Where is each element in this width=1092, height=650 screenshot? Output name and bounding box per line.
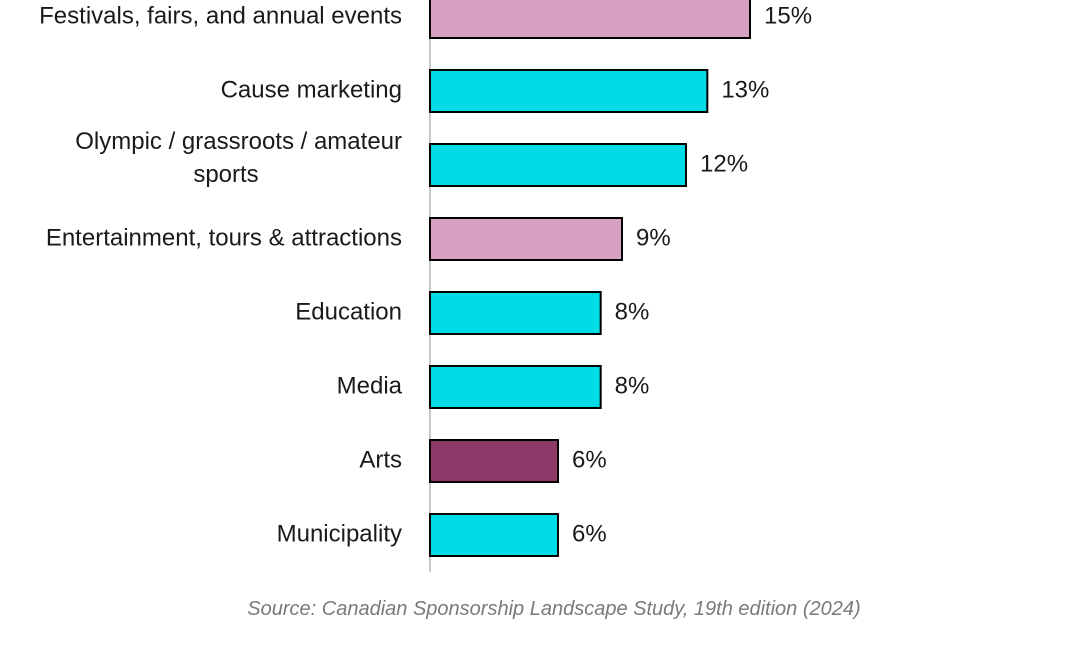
category-label-3: Entertainment, tours & attractions (46, 224, 402, 251)
value-label-7: 6% (572, 520, 607, 547)
category-label-6: Arts (359, 446, 402, 473)
value-label-3: 9% (636, 224, 671, 251)
bar-1 (429, 69, 709, 113)
bar-0 (429, 0, 751, 39)
value-label-1: 13% (721, 76, 769, 103)
category-label-1: Cause marketing (221, 76, 402, 103)
value-label-0: 15% (764, 2, 812, 29)
source-note: Source: Canadian Sponsorship Landscape S… (247, 598, 861, 620)
category-label-4: Education (295, 298, 402, 325)
bar-5 (429, 365, 602, 409)
category-label-0: Festivals, fairs, and annual events (39, 2, 402, 29)
bar-7 (429, 513, 559, 557)
category-label-7: Municipality (277, 520, 402, 547)
category-label-2: Olympic / grassroots / amateur sports (75, 128, 402, 188)
value-label-4: 8% (615, 298, 650, 325)
bars-layer: 15% Festivals, fairs, and annual events 13… (39, 0, 812, 557)
category-label-line: Media (337, 372, 403, 399)
category-label-line: Entertainment, tours & attractions (46, 224, 402, 251)
category-label-line: Festivals, fairs, and annual events (39, 2, 402, 29)
bar-6 (429, 439, 559, 483)
value-label-6: 6% (572, 446, 607, 473)
category-label-line: Cause marketing (221, 76, 402, 103)
bar-3 (429, 217, 623, 261)
category-label-5: Media (337, 372, 403, 399)
category-label-line: Olympic / grassroots / amateur (75, 128, 402, 155)
category-label-line: Arts (359, 446, 402, 473)
value-label-2: 12% (700, 150, 748, 177)
bar-2 (429, 143, 687, 187)
category-label-line: Education (295, 298, 402, 325)
bar-4 (429, 291, 602, 335)
category-label-line: Municipality (277, 520, 402, 547)
value-label-5: 8% (615, 372, 650, 399)
category-label-line: sports (193, 161, 258, 188)
